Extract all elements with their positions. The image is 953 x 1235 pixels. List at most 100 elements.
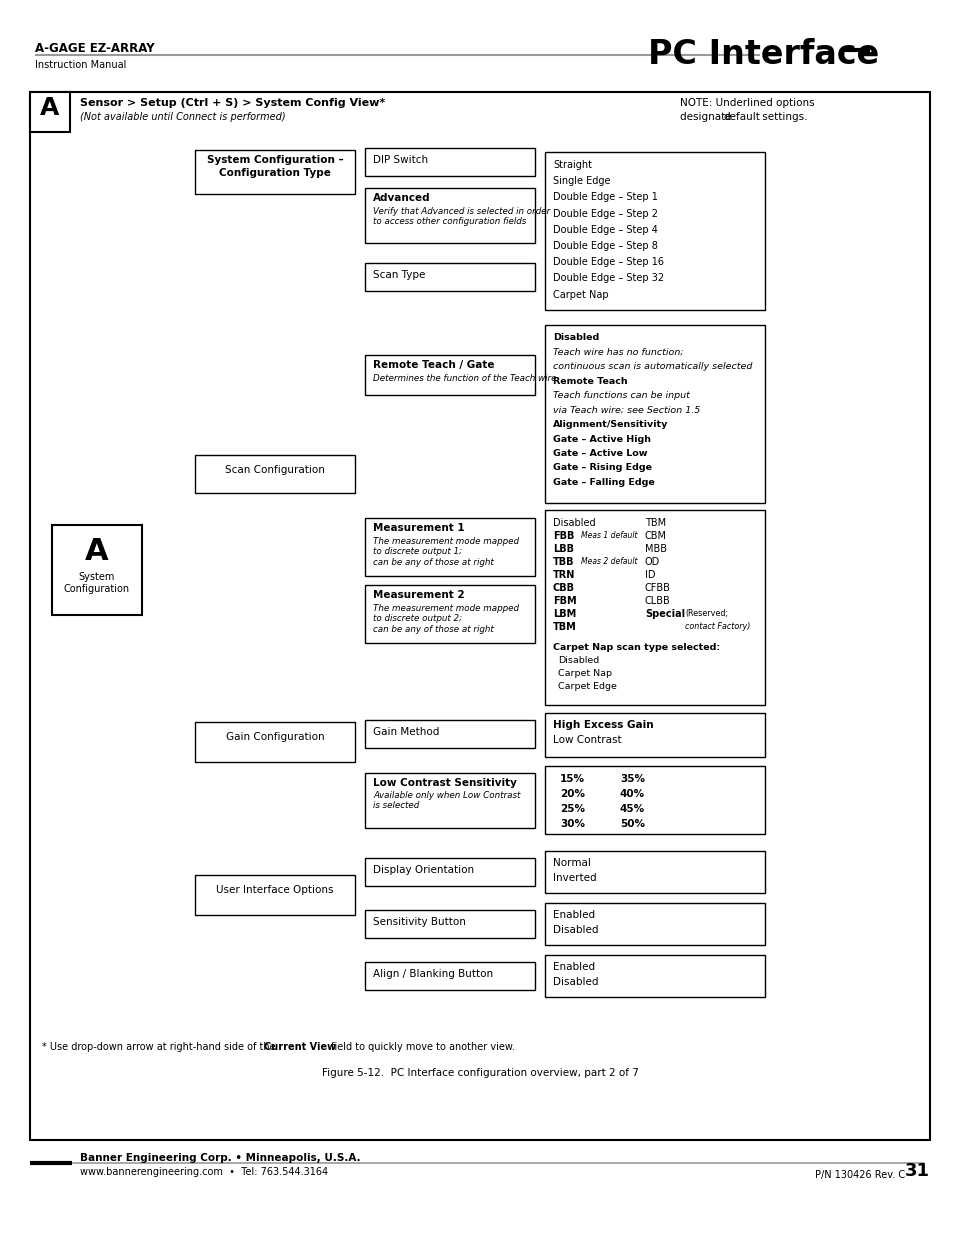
Text: Sensitivity Button: Sensitivity Button	[373, 918, 465, 927]
Text: Normal: Normal	[553, 858, 590, 868]
Text: Remote Teach: Remote Teach	[553, 377, 627, 385]
Text: Verify that Advanced is selected in order
to access other configuration fields: Verify that Advanced is selected in orde…	[373, 207, 550, 226]
Text: Display Orientation: Display Orientation	[373, 864, 474, 876]
Bar	[52, 525, 142, 615]
Text: Available only when Low Contrast
is selected: Available only when Low Contrast is sele…	[373, 790, 519, 810]
Text: TBB: TBB	[553, 557, 574, 567]
Bar	[365, 773, 535, 827]
Text: Carpet Nap scan type selected:: Carpet Nap scan type selected:	[553, 643, 720, 652]
Text: Disabled: Disabled	[553, 517, 595, 529]
Text: TBM: TBM	[553, 622, 577, 632]
Text: Gate – Rising Edge: Gate – Rising Edge	[553, 463, 651, 473]
Text: TRN: TRN	[553, 571, 575, 580]
Bar	[544, 903, 764, 945]
Text: designate: designate	[679, 112, 734, 122]
Text: (Reserved;: (Reserved;	[684, 609, 727, 618]
Text: Double Edge – Step 2: Double Edge – Step 2	[553, 209, 658, 219]
Bar	[194, 454, 355, 493]
Text: settings.: settings.	[759, 112, 806, 122]
Text: Measurement 1: Measurement 1	[373, 522, 464, 534]
Text: LBB: LBB	[553, 543, 574, 555]
Text: The measurement mode mapped
to discrete output 1;
can be any of those at right: The measurement mode mapped to discrete …	[373, 537, 518, 567]
Text: 31: 31	[904, 1162, 929, 1179]
Text: Remote Teach / Gate: Remote Teach / Gate	[373, 359, 494, 370]
Bar	[365, 962, 535, 990]
Bar	[365, 910, 535, 939]
Text: field to quickly move to another view.: field to quickly move to another view.	[328, 1042, 515, 1052]
Text: NOTE: Underlined options: NOTE: Underlined options	[679, 98, 814, 107]
Text: Carpet Nap: Carpet Nap	[558, 669, 612, 678]
Text: P/N 130426 Rev. C: P/N 130426 Rev. C	[814, 1170, 904, 1179]
Text: Double Edge – Step 4: Double Edge – Step 4	[553, 225, 658, 235]
Text: CBM: CBM	[644, 531, 666, 541]
Bar	[544, 325, 764, 503]
Bar	[365, 148, 535, 177]
Text: Figure 5-12.  PC Interface configuration overview, part 2 of 7: Figure 5-12. PC Interface configuration …	[321, 1068, 638, 1078]
Text: Meas 2 default: Meas 2 default	[580, 557, 637, 566]
Text: System
Configuration: System Configuration	[64, 572, 130, 594]
Text: Banner Engineering Corp. • Minneapolis, U.S.A.: Banner Engineering Corp. • Minneapolis, …	[80, 1153, 360, 1163]
Text: CLBB: CLBB	[644, 597, 670, 606]
Bar	[365, 263, 535, 291]
Text: 15%: 15%	[559, 774, 584, 784]
Text: DIP Switch: DIP Switch	[373, 156, 428, 165]
Bar	[544, 766, 764, 834]
Text: CFBB: CFBB	[644, 583, 670, 593]
Text: Inverted: Inverted	[553, 873, 596, 883]
Text: The measurement mode mapped
to discrete output 2;
can be any of those at right: The measurement mode mapped to discrete …	[373, 604, 518, 634]
Text: Straight: Straight	[553, 161, 592, 170]
Text: Sensor > Setup (Ctrl + S) > System Config View*: Sensor > Setup (Ctrl + S) > System Confi…	[80, 98, 385, 107]
Text: via Teach wire; see Section 1.5: via Teach wire; see Section 1.5	[553, 405, 700, 415]
Text: Carpet Nap: Carpet Nap	[553, 289, 608, 300]
Bar	[544, 510, 764, 705]
Text: OD: OD	[644, 557, 659, 567]
Bar	[30, 91, 929, 1140]
Bar	[194, 876, 355, 915]
Text: Gain Method: Gain Method	[373, 727, 439, 737]
Bar	[365, 517, 535, 576]
Text: default: default	[722, 112, 760, 122]
Bar	[544, 713, 764, 757]
Text: Teach wire has no function;: Teach wire has no function;	[553, 347, 683, 357]
Text: Enabled: Enabled	[553, 962, 595, 972]
Bar	[365, 585, 535, 643]
Text: Enabled: Enabled	[553, 910, 595, 920]
Text: (Not available until Connect is performed): (Not available until Connect is performe…	[80, 112, 285, 122]
Text: 25%: 25%	[559, 804, 584, 814]
Text: LBM: LBM	[553, 609, 576, 619]
Text: Disabled: Disabled	[553, 977, 598, 987]
Text: User Interface Options: User Interface Options	[216, 885, 334, 895]
Text: contact Factory): contact Factory)	[684, 622, 750, 631]
Text: 30%: 30%	[559, 819, 584, 829]
Text: System Configuration –
Configuration Type: System Configuration – Configuration Typ…	[207, 156, 343, 178]
Text: Disabled: Disabled	[553, 925, 598, 935]
Bar	[544, 955, 764, 997]
Bar	[365, 188, 535, 243]
Text: Meas 1 default: Meas 1 default	[580, 531, 637, 540]
Text: Current View: Current View	[264, 1042, 335, 1052]
Text: Gain Configuration: Gain Configuration	[226, 732, 324, 742]
Text: continuous scan is automatically selected: continuous scan is automatically selecte…	[553, 362, 752, 370]
Bar	[365, 858, 535, 885]
Text: Determines the function of the Teach wire: Determines the function of the Teach wir…	[373, 374, 556, 383]
Text: www.bannerengineering.com  •  Tel: 763.544.3164: www.bannerengineering.com • Tel: 763.544…	[80, 1167, 328, 1177]
Text: Advanced: Advanced	[373, 193, 430, 203]
Text: Teach functions can be input: Teach functions can be input	[553, 391, 689, 400]
Text: Double Edge – Step 32: Double Edge – Step 32	[553, 273, 663, 283]
Text: A: A	[85, 537, 109, 566]
Text: Align / Blanking Button: Align / Blanking Button	[373, 969, 493, 979]
Bar	[30, 91, 70, 132]
Text: TBM: TBM	[644, 517, 665, 529]
Text: 35%: 35%	[619, 774, 644, 784]
Text: 20%: 20%	[559, 789, 584, 799]
Text: Instruction Manual: Instruction Manual	[35, 61, 126, 70]
Text: * Use drop-down arrow at right-hand side of the: * Use drop-down arrow at right-hand side…	[42, 1042, 278, 1052]
Text: Low Contrast: Low Contrast	[553, 735, 621, 745]
Text: High Excess Gain: High Excess Gain	[553, 720, 653, 730]
Text: Gate – Active High: Gate – Active High	[553, 435, 650, 443]
Bar	[194, 722, 355, 762]
Text: 45%: 45%	[619, 804, 644, 814]
Text: CBB: CBB	[553, 583, 575, 593]
Text: Disabled: Disabled	[558, 656, 598, 664]
Text: Disabled: Disabled	[553, 333, 598, 342]
